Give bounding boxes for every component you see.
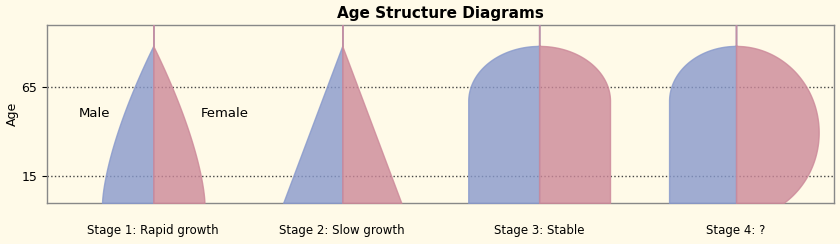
Title: Age Structure Diagrams: Age Structure Diagrams [337, 6, 544, 20]
Y-axis label: Age: Age [6, 102, 18, 126]
Text: Stage 4: ?: Stage 4: ? [706, 224, 766, 237]
Text: Female: Female [201, 107, 249, 120]
Text: Stage 1: Rapid growth: Stage 1: Rapid growth [87, 224, 219, 237]
Text: Male: Male [78, 107, 110, 120]
Text: Stage 2: Slow growth: Stage 2: Slow growth [280, 224, 405, 237]
Text: Stage 3: Stable: Stage 3: Stable [494, 224, 585, 237]
